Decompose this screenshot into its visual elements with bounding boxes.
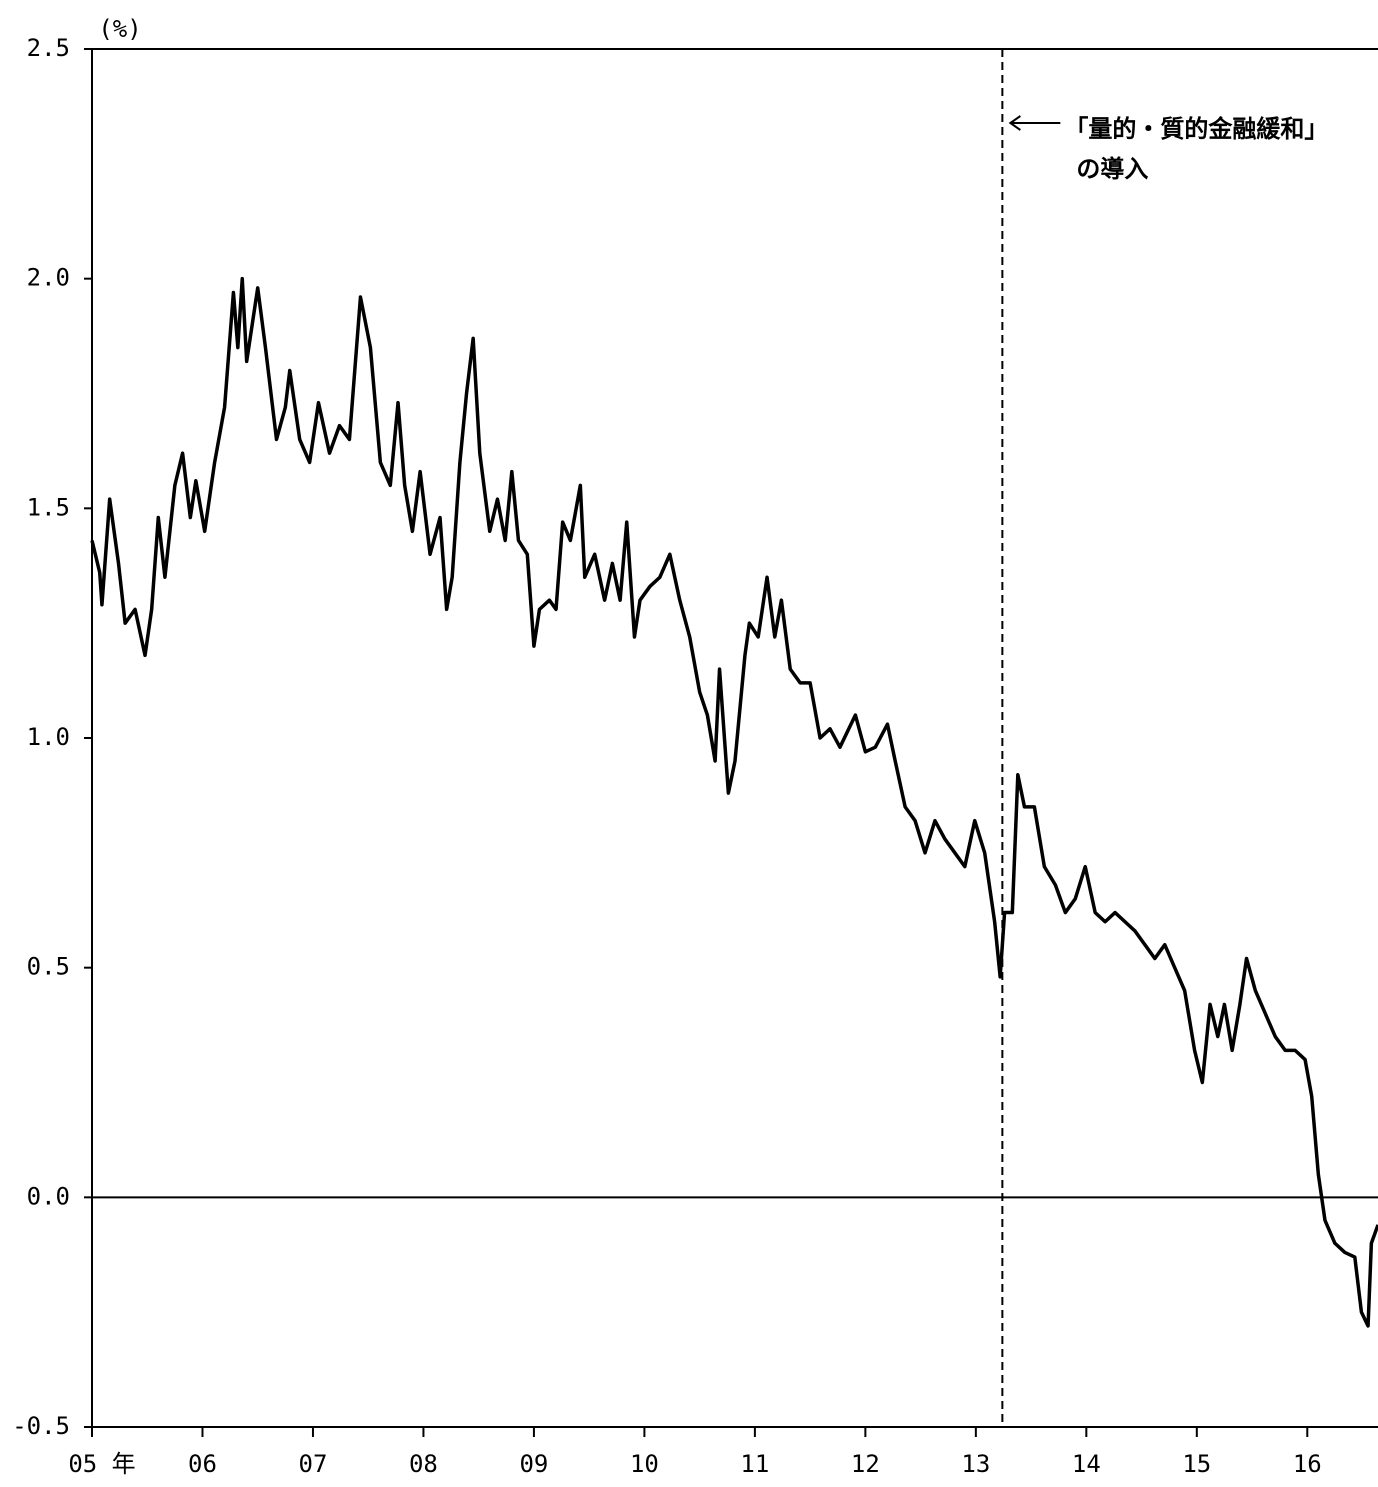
x-tick-label: 12: [851, 1450, 880, 1478]
annotation-text: 「量的・質的金融緩和」: [1064, 115, 1328, 143]
x-tick-label: 06: [188, 1450, 217, 1478]
y-tick-label: 0.5: [27, 953, 70, 981]
y-tick-label: -0.5: [12, 1412, 70, 1440]
y-unit-label: (%): [98, 15, 141, 43]
x-tick-label: 15: [1182, 1450, 1211, 1478]
y-tick-label: 2.0: [27, 264, 70, 292]
x-tick-label: 14: [1072, 1450, 1101, 1478]
y-tick-label: 0.0: [27, 1182, 70, 1210]
x-tick-label: 05 年: [68, 1450, 135, 1478]
annotation-text: の導入: [1076, 155, 1148, 183]
data-line: [90, 276, 1378, 1328]
x-tick-label: 08: [409, 1450, 438, 1478]
x-tick-label: 11: [740, 1450, 769, 1478]
x-tick-label: 16: [1293, 1450, 1322, 1478]
y-tick-label: 1.5: [27, 493, 70, 521]
x-tick-label: 10: [630, 1450, 659, 1478]
x-tick-label: 13: [961, 1450, 990, 1478]
x-tick-label: 09: [519, 1450, 548, 1478]
annotation-arrow: [1008, 115, 1061, 131]
y-tick-label: 2.5: [27, 34, 70, 62]
y-tick-label: 1.0: [27, 723, 70, 751]
x-tick-label: 07: [299, 1450, 328, 1478]
